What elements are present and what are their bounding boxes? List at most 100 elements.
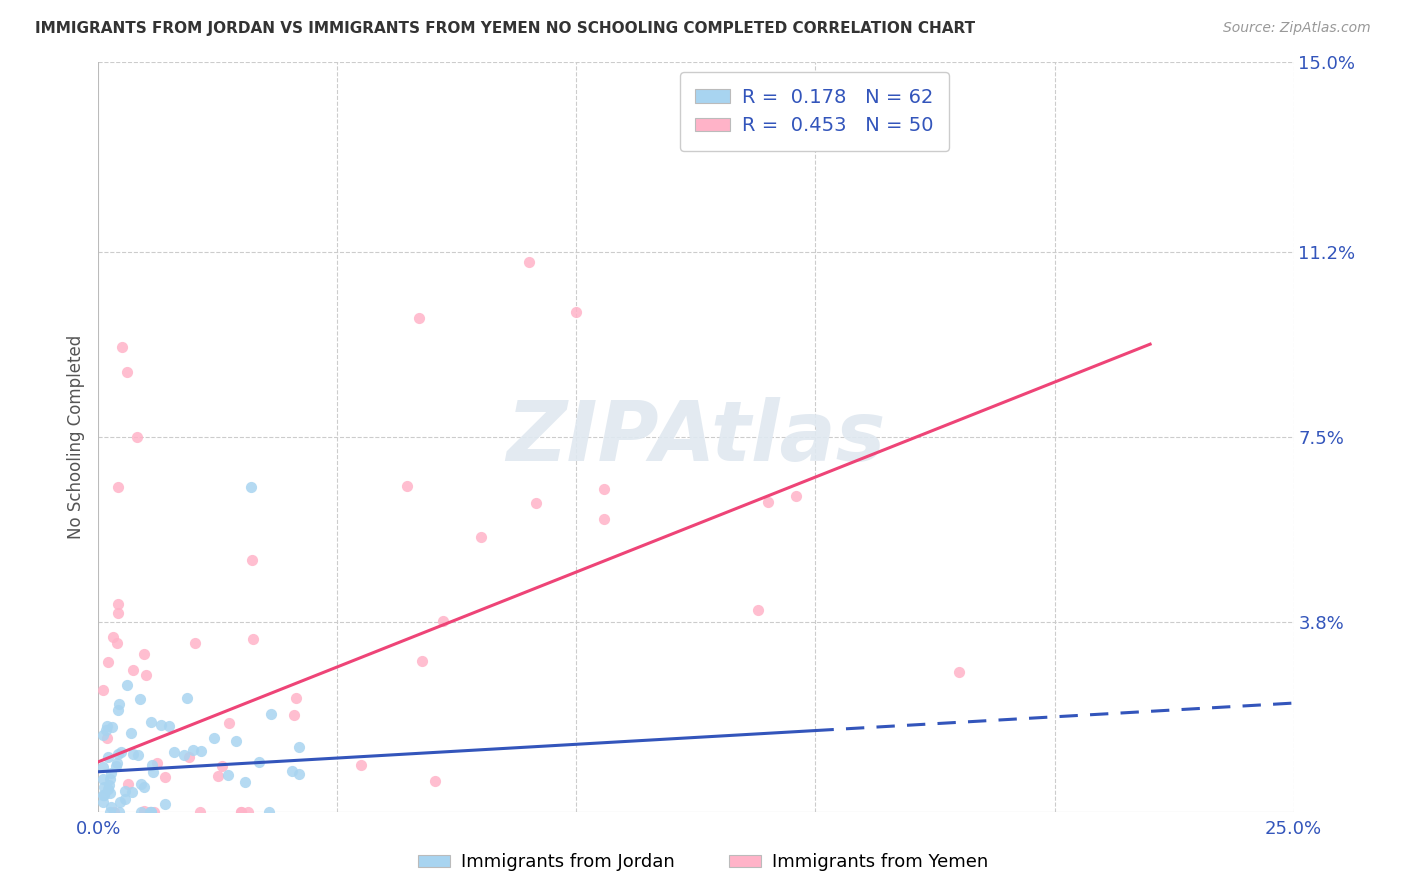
Point <box>117 777 139 791</box>
Point <box>125 430 148 444</box>
Point <box>120 726 142 740</box>
Point <box>181 743 204 757</box>
Point <box>149 717 172 731</box>
Point <box>98 772 121 787</box>
Point <box>153 797 176 812</box>
Point <box>98 786 121 800</box>
Point <box>142 764 165 779</box>
Point <box>260 707 283 722</box>
Point <box>103 805 125 819</box>
Point <box>242 632 264 646</box>
Point <box>188 805 211 819</box>
Point <box>105 636 128 650</box>
Point <box>470 530 492 544</box>
Legend: R =  0.178   N = 62, R =  0.453   N = 50: R = 0.178 N = 62, R = 0.453 N = 50 <box>681 72 949 151</box>
Point <box>229 805 252 819</box>
Point <box>281 764 304 778</box>
Point <box>138 805 160 819</box>
Point <box>94 723 117 738</box>
Point <box>91 760 114 774</box>
Point <box>139 805 162 819</box>
Point <box>96 731 118 746</box>
Point <box>948 665 970 679</box>
Point <box>107 480 129 494</box>
Point <box>257 805 280 819</box>
Point <box>132 804 155 818</box>
Point <box>593 512 616 526</box>
Point <box>93 788 115 802</box>
Point <box>288 739 311 754</box>
Point <box>129 805 152 819</box>
Point <box>127 747 149 762</box>
Point <box>592 482 614 496</box>
Point <box>173 748 195 763</box>
Point <box>141 757 163 772</box>
Point <box>132 647 155 661</box>
Point <box>101 630 124 644</box>
Point <box>107 597 129 611</box>
Point <box>93 780 115 794</box>
Point <box>97 749 120 764</box>
Point <box>139 715 162 730</box>
Point <box>139 805 162 819</box>
Point <box>100 765 122 780</box>
Point <box>91 682 114 697</box>
Text: ZIPAtlas: ZIPAtlas <box>506 397 886 477</box>
Point <box>432 615 454 629</box>
Point <box>288 767 311 781</box>
Point <box>107 747 129 762</box>
Point <box>122 664 145 678</box>
Point <box>129 777 152 791</box>
Point <box>107 703 129 717</box>
Point <box>135 668 157 682</box>
Point <box>91 772 114 786</box>
Point <box>211 758 233 772</box>
Point <box>217 768 239 782</box>
Point <box>97 655 120 669</box>
Point <box>114 784 136 798</box>
Point <box>283 707 305 722</box>
Point <box>517 255 540 269</box>
Point <box>122 747 145 761</box>
Point <box>176 690 198 705</box>
Point <box>98 778 121 792</box>
Point <box>785 489 807 503</box>
Point <box>423 773 446 788</box>
Point <box>111 340 134 354</box>
Point <box>132 780 155 794</box>
Point <box>107 606 129 620</box>
Point <box>177 749 200 764</box>
Point <box>240 480 263 494</box>
Point <box>524 496 547 510</box>
Point <box>183 636 205 650</box>
Point <box>91 727 114 741</box>
Point <box>247 756 270 770</box>
Point <box>105 756 128 770</box>
Point <box>96 719 118 733</box>
Point <box>157 719 180 733</box>
Point <box>163 745 186 759</box>
Point <box>408 311 430 326</box>
Point <box>233 775 256 789</box>
Text: IMMIGRANTS FROM JORDAN VS IMMIGRANTS FROM YEMEN NO SCHOOLING COMPLETED CORRELATI: IMMIGRANTS FROM JORDAN VS IMMIGRANTS FRO… <box>35 21 976 36</box>
Point <box>229 805 252 819</box>
Point <box>114 792 136 806</box>
Point <box>91 795 114 809</box>
Point <box>98 805 121 819</box>
Point <box>207 769 229 783</box>
Point <box>146 756 169 771</box>
Point <box>411 654 433 668</box>
Point <box>202 731 225 745</box>
Point <box>91 789 114 803</box>
Point <box>110 745 132 759</box>
Point <box>747 603 769 617</box>
Legend: Immigrants from Jordan, Immigrants from Yemen: Immigrants from Jordan, Immigrants from … <box>411 847 995 879</box>
Point <box>115 365 138 379</box>
Point <box>108 697 131 711</box>
Point <box>565 305 588 319</box>
Point <box>101 720 124 734</box>
Point <box>108 805 131 819</box>
Point <box>236 805 259 819</box>
Point <box>139 805 162 819</box>
Point <box>128 692 150 706</box>
